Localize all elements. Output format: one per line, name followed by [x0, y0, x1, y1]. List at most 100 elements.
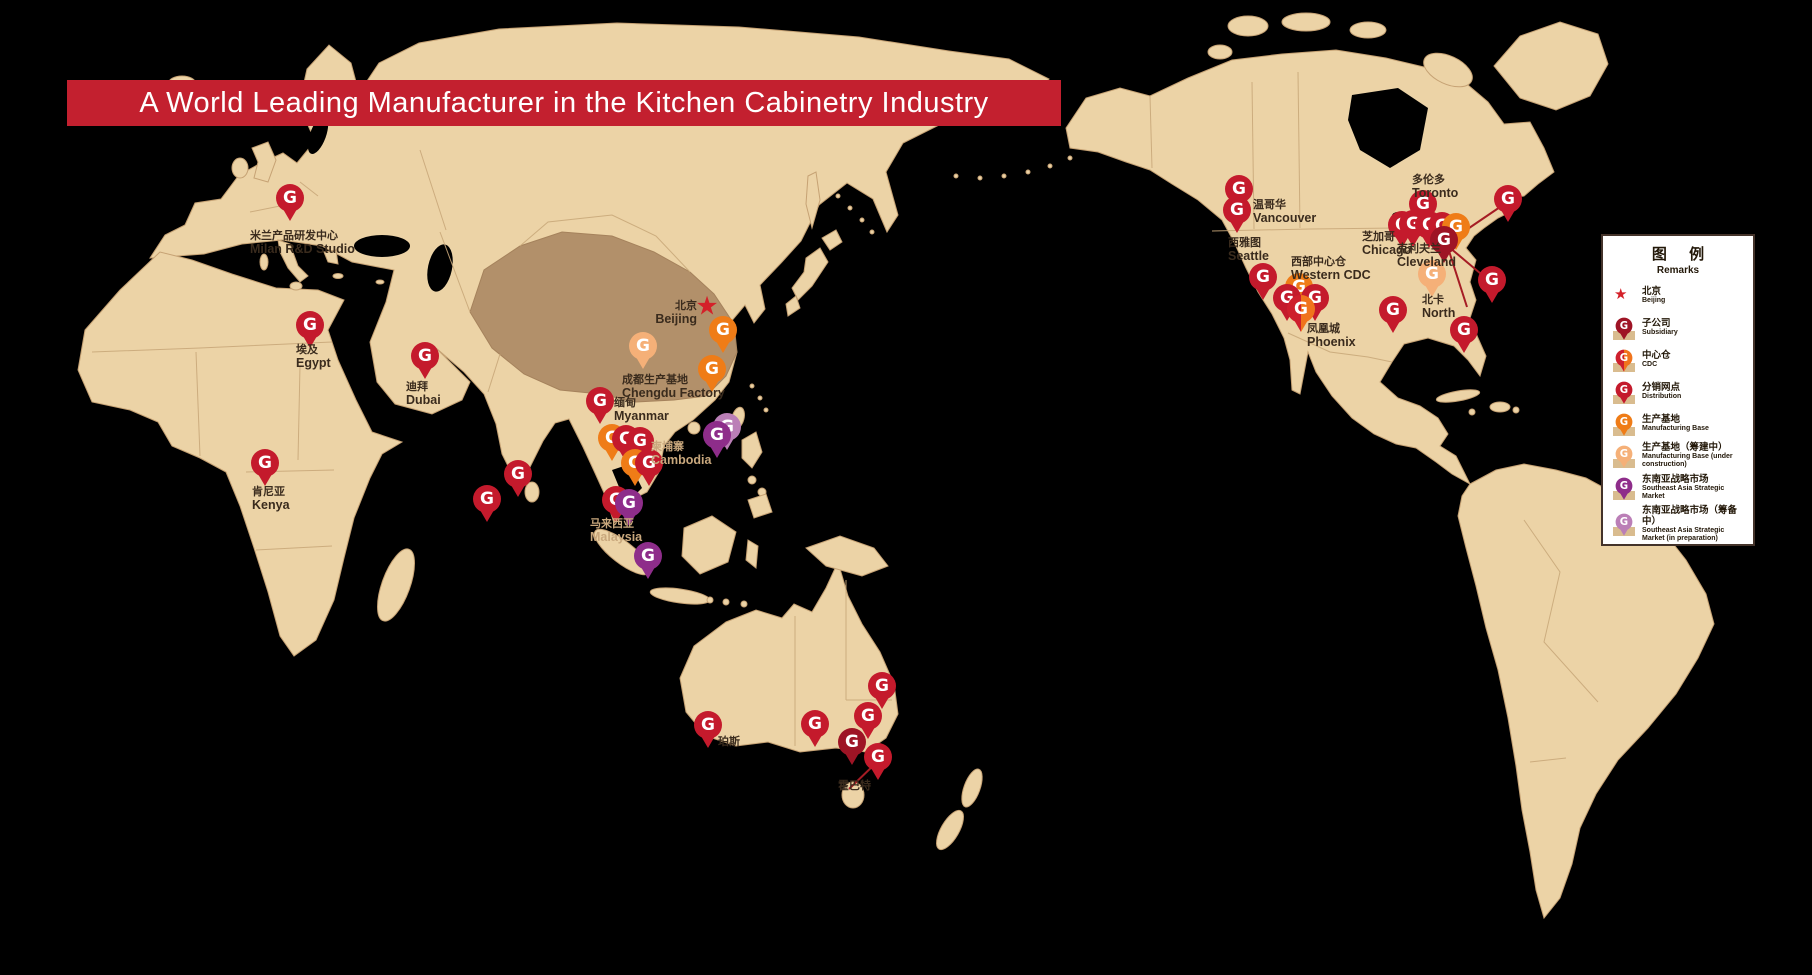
legend-label-cn: 中心仓	[1642, 349, 1671, 361]
pin-head: G	[1379, 296, 1407, 324]
pin-head: G	[868, 672, 896, 700]
location-pin-east-offshore-2: G	[1478, 266, 1506, 306]
pin-head: G	[1430, 226, 1458, 254]
legend-icon-sea_prep: G	[1610, 510, 1642, 538]
map-label-beijing: 北京 Beijing	[655, 300, 697, 326]
legend-label-en: Subsidiary	[1642, 329, 1678, 337]
location-pin-myanmar: G	[586, 387, 614, 427]
legend-item-manufacturing_uc: G 生产基地（筹建中） Manufacturing Base (under cons…	[1610, 442, 1746, 470]
location-pin-western-cdc: G	[1287, 295, 1315, 335]
g-logo-icon: G	[871, 746, 885, 767]
pin-head: G	[629, 332, 657, 360]
map-label-cleveland: 克利夫兰 Cleveland	[1397, 243, 1456, 269]
label-en: Western CDC	[1291, 268, 1371, 283]
label-cn: 克利夫兰	[1397, 243, 1441, 255]
label-cn: 珀斯	[718, 736, 740, 748]
location-pin-kenya: G	[251, 449, 279, 489]
legend-item-cdc: G 中心仓 CDC	[1610, 346, 1746, 374]
g-logo-icon: G	[808, 713, 822, 734]
g-logo-icon: G	[1619, 319, 1629, 332]
pin-tail	[1619, 428, 1629, 436]
g-logo-icon: G	[1619, 447, 1629, 460]
g-logo-icon: G	[875, 675, 889, 696]
g-logo-icon: G	[1437, 229, 1451, 250]
location-pin-cleveland: G	[1430, 226, 1458, 266]
legend-label-en: Southeast Asia Strategic Market	[1642, 485, 1725, 501]
pin-tail	[1619, 364, 1629, 372]
china-region	[469, 231, 738, 403]
title-banner: A World Leading Manufacturer in the Kitc…	[67, 80, 1061, 126]
legend-label-cn: 北京	[1642, 285, 1662, 297]
location-pin-north-carolina: G	[1418, 260, 1446, 300]
map-label-malaysia: 马来西亚 Malaysia	[590, 518, 642, 544]
pin-head: G	[1615, 445, 1633, 463]
legend-label-cdc: 中心仓 CDC	[1642, 349, 1671, 369]
label-cn: 柬埔寨	[651, 441, 684, 453]
legend-label-en: Manufacturing Base (under construction)	[1642, 453, 1733, 469]
label-cn: 霍巴特	[838, 780, 871, 792]
label-en: Myanmar	[614, 409, 669, 424]
map-label-kenya: 肯尼亚 Kenya	[252, 486, 290, 512]
location-pin-texas: G	[1379, 296, 1407, 336]
location-pin-perth: G	[694, 711, 722, 751]
location-pin-legend-manufacturing_uc: G	[1615, 445, 1633, 470]
map-label-toronto: 多伦多 Toronto	[1412, 174, 1458, 200]
g-logo-icon: G	[1386, 299, 1400, 320]
label-cn: 北卡	[1422, 294, 1444, 306]
legend-label-cn: 东南亚战略市场（筹备中）	[1642, 505, 1738, 527]
g-logo-icon: G	[1232, 178, 1246, 199]
legend-label-sea_market: 东南亚战略市场 Southeast Asia Strategic Market	[1642, 473, 1746, 501]
pin-head: G	[1615, 413, 1633, 431]
banner-title: A World Leading Manufacturer in the Kitc…	[139, 86, 989, 119]
g-logo-icon: G	[641, 545, 655, 566]
pin-head: G	[251, 449, 279, 477]
pin-head: G	[1418, 260, 1446, 288]
map-label-perth: 珀斯	[718, 736, 740, 748]
location-pin-indian-ocean: G	[473, 485, 501, 525]
legend-label-cn: 分销网点	[1642, 381, 1681, 393]
label-cn: 米兰产品研发中心	[250, 230, 338, 242]
location-pin-dubai: G	[411, 342, 439, 382]
legend-label-cn: 生产基地（筹建中）	[1642, 441, 1728, 453]
label-cn: 埃及	[296, 344, 318, 356]
legend-icon-manufacturing: G	[1610, 410, 1642, 438]
location-pin-singapore-indonesia: G	[634, 542, 662, 582]
g-logo-icon: G	[283, 187, 297, 208]
legend-label-en: Distribution	[1642, 393, 1682, 401]
legend-panel: 图 例 Remarks ★ 北京 Beijing G 子公司 Subsidiary G 中心仓…	[1601, 234, 1755, 546]
location-pin-south-india: G	[504, 460, 532, 500]
map-label-chengdu: 成都生产基地 Chengdu Factory	[622, 374, 725, 400]
location-pin-hobart: G	[864, 743, 892, 783]
legend-label-subsidiary: 子公司 Subsidiary	[1642, 318, 1678, 337]
map-label-dubai: 迪拜 Dubai	[406, 381, 441, 407]
label-en: Chicago	[1362, 243, 1412, 258]
legend-label-cn: 东南亚战略市场	[1642, 473, 1709, 485]
pin-head: G	[1478, 266, 1506, 294]
pin-head: G	[703, 421, 731, 449]
north-america	[1065, 49, 1555, 486]
label-cn: 北京	[675, 300, 697, 312]
pin-head: G	[634, 542, 662, 570]
g-logo-icon: G	[1256, 266, 1270, 287]
location-pin-east-china: G	[709, 316, 737, 356]
label-cn: 缅甸	[614, 397, 636, 409]
legend-icon-star: ★	[1610, 282, 1642, 310]
legend-label-en: Southeast Asia Strategic Market (in prep…	[1642, 527, 1725, 543]
label-en: Seattle	[1228, 249, 1269, 264]
label-cn: 西部中心仓	[1291, 256, 1346, 268]
pin-tail	[1619, 332, 1629, 340]
location-pin-east-offshore-1: G	[1494, 185, 1522, 225]
legend-label-star: 北京 Beijing	[1642, 285, 1665, 305]
legend-label-en: CDC	[1642, 361, 1658, 369]
location-pin-malaysia-market: G	[615, 489, 643, 529]
location-pin-seattle: G	[1223, 196, 1251, 236]
map-label-hobart: 霍巴特	[838, 780, 871, 792]
map-label-cambodia: 柬埔寨 Cambodia	[651, 441, 711, 467]
g-logo-icon: G	[1294, 298, 1308, 319]
pin-head: G	[615, 489, 643, 517]
pin-head: G	[504, 460, 532, 488]
legend-items: ★ 北京 Beijing G 子公司 Subsidiary G 中心仓 CDC G 分销网点 Dist…	[1610, 282, 1746, 543]
pin-head: G	[276, 184, 304, 212]
g-logo-icon: G	[1619, 415, 1629, 428]
map-label-chicago: 芝加哥 Chicago	[1362, 231, 1411, 257]
